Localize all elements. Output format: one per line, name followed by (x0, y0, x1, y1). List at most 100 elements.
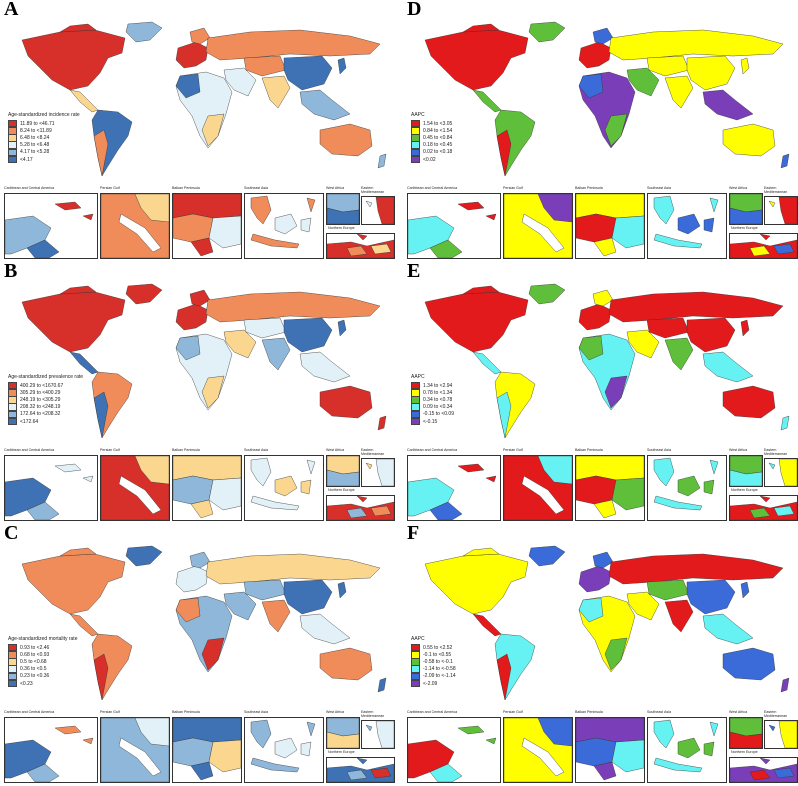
inset-region-gulf (134, 718, 169, 747)
inset-region-ne (356, 496, 368, 503)
region-eu2 (592, 289, 614, 307)
legend-label: -0.58 to <-0.1 (423, 658, 453, 665)
legend-label: 208.32 to <248.19 (20, 404, 61, 411)
legend: Age-standardized incidence rate 11.89 to… (8, 112, 118, 164)
legend-item: <4.17 (8, 155, 118, 164)
legend-label: 400.29 to <1670.67 (20, 382, 64, 389)
legend-swatch (411, 651, 420, 659)
region-eu (578, 565, 612, 593)
inset-label-caribbean: Caribbean and Central America (407, 448, 458, 452)
region-af2 (578, 597, 604, 623)
legend-swatch (411, 417, 420, 426)
legend-swatch (8, 148, 17, 157)
inset-region-sea (703, 741, 715, 757)
inset-region-balkan (190, 761, 214, 781)
world-map (21, 283, 387, 439)
inset-west-africa (729, 455, 763, 487)
legend-swatch (8, 119, 17, 128)
inset-region-sea (709, 459, 719, 475)
inset-southeast-asia (244, 193, 324, 259)
region-sea (702, 613, 754, 645)
region-af3 (604, 375, 628, 409)
region-eu2 (189, 27, 211, 45)
inset-region-sea (653, 457, 675, 487)
legend-title: AAPC (411, 374, 425, 380)
world-map (424, 545, 790, 701)
inset-label-eastern-med: Eastern Mediterranean (361, 186, 385, 194)
inset-label-northern-europe: Northern Europe (328, 226, 355, 230)
region-greenland (125, 545, 163, 567)
inset-maps: Caribbean and Central America Persian Gu… (0, 186, 395, 260)
legend-swatch (8, 665, 17, 673)
inset-region-sea (300, 479, 312, 495)
inset-region-em (768, 462, 776, 470)
legend: AAPC 1.34 to <2.94 0.78 to <1.34 0.34 to <… (411, 374, 521, 426)
region-ca (472, 89, 502, 113)
inset-balkan (172, 193, 242, 259)
region-na (424, 29, 529, 91)
inset-region-gulf (537, 456, 572, 485)
map-panel-d: AAPC 1.54 to <3.05 0.84 to <1.54 0.45 to <… (403, 0, 798, 260)
inset-region-carib (26, 763, 60, 782)
inset-southeast-asia (647, 193, 727, 259)
inset-region-sea (306, 197, 316, 213)
legend-label: 0.23 to <0.36 (20, 673, 50, 680)
legend-label: <172.64 (20, 418, 39, 425)
region-ch (283, 55, 333, 91)
region-nz (780, 677, 790, 693)
inset-label-west-africa: West Africa (326, 448, 345, 452)
inset-region-carib (485, 213, 497, 221)
inset-caribbean (4, 717, 98, 783)
region-sea (702, 351, 754, 383)
region-nz (780, 415, 790, 431)
region-sa2 (93, 391, 109, 439)
inset-label-northern-europe: Northern Europe (731, 488, 758, 492)
region-na (462, 285, 500, 295)
inset-region-wa (730, 731, 762, 748)
region-ru (205, 291, 381, 323)
region-au (319, 385, 373, 419)
region-ch (686, 579, 736, 615)
inset-region-gulf (134, 194, 169, 223)
region-ru (608, 29, 784, 61)
inset-region-ne (759, 234, 771, 241)
inset-region-balkan (576, 456, 644, 481)
inset-label-northern-europe: Northern Europe (328, 750, 355, 754)
inset-caribbean (4, 455, 98, 521)
legend-item: 305.29 to <400.29 (8, 389, 118, 397)
inset-label-southeast-asia: Southeast Asia (244, 186, 268, 190)
region-greenland (528, 545, 566, 567)
inset-region-ne (773, 505, 795, 517)
legend-title: Age-standardized prevalence rate (8, 374, 84, 380)
map-panel-c: Age-standardized mortality rate 0.93 to … (0, 522, 395, 784)
inset-region-balkan (208, 477, 241, 511)
inset-label-southeast-asia: Southeast Asia (244, 448, 268, 452)
region-ch (337, 319, 347, 337)
inset-region-sea (677, 213, 701, 235)
legend-swatch (8, 141, 17, 149)
legend-swatch (8, 389, 17, 397)
inset-region-ne (370, 505, 392, 517)
legend-item: -2.09 to <-1.14 (411, 672, 521, 681)
region-ch (686, 317, 736, 353)
region-eu2 (189, 551, 211, 569)
inset-caribbean (4, 193, 98, 259)
region-ch (337, 581, 347, 599)
legend-label: 8.24 to <11.89 (20, 127, 52, 134)
legend-swatch (8, 651, 17, 659)
legend-label: 4.17 to <5.28 (20, 149, 50, 156)
inset-region-balkan (593, 499, 617, 519)
inset-region-sea (300, 217, 312, 233)
legend-swatch (411, 119, 420, 128)
inset-persian-gulf (100, 455, 170, 521)
inset-label-eastern-med: Eastern Mediterranean (764, 448, 788, 456)
legend-swatch (8, 679, 17, 688)
region-na (21, 553, 126, 615)
inset-region-wa (730, 469, 762, 486)
region-ch (740, 319, 750, 337)
inset-region-ne (759, 758, 771, 765)
legend-label: 305.29 to <400.29 (20, 389, 61, 396)
map-panel-b: Age-standardized prevalence rate 400.29 … (0, 260, 395, 522)
inset-region-carib (26, 501, 60, 520)
legend-swatch (411, 396, 420, 404)
